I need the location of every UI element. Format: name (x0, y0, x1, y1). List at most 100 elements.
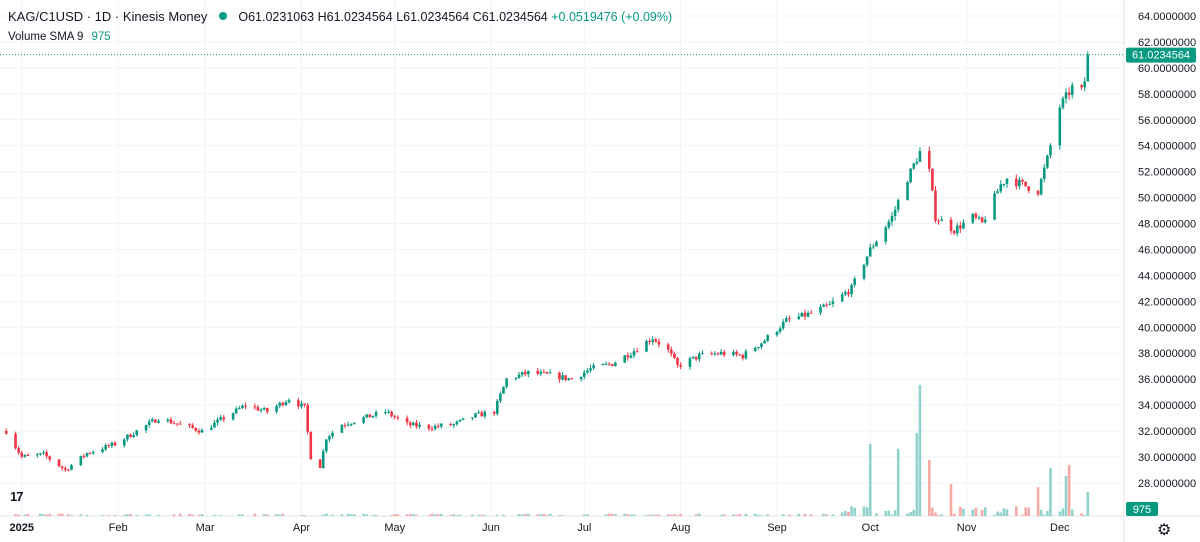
candle-body (1067, 92, 1071, 95)
candle-body (433, 425, 437, 430)
volume-bar (654, 514, 658, 516)
candle-body (219, 417, 222, 420)
candle-body (505, 378, 508, 387)
candle-body (949, 219, 953, 231)
volume-bar (178, 513, 182, 516)
volume-bar (822, 513, 825, 516)
candle-body (847, 292, 850, 295)
candle-body (365, 414, 369, 418)
volume-bar (766, 514, 769, 516)
open-value: O61.0231063 (238, 10, 315, 24)
volume-bar (85, 514, 89, 516)
volume-bar (971, 509, 975, 516)
candle-body (244, 405, 247, 407)
candle-body (427, 424, 431, 429)
candle-body (629, 355, 633, 358)
volume-bar (949, 484, 953, 516)
candle-body (349, 423, 353, 425)
candle-body (321, 451, 325, 469)
volume-bar (974, 507, 978, 516)
candle-body (912, 163, 916, 169)
candle-body (610, 364, 614, 367)
y-tick-label: 32.0000000 (1138, 426, 1196, 438)
volume-legend[interactable]: Volume SMA 9 975 (8, 31, 111, 43)
volume-bar (436, 514, 440, 516)
y-tick-label: 60.0000000 (1138, 63, 1196, 75)
volume-bar (1027, 507, 1031, 516)
volume-bar (219, 515, 222, 516)
candle-body (884, 227, 888, 242)
volume-bar (912, 509, 916, 516)
volume-bar (1036, 487, 1040, 516)
volume-bar (1021, 514, 1024, 516)
symbol-title[interactable]: KAG/C1USD · 1D · Kinesis Money (8, 9, 208, 24)
candle-body (626, 355, 630, 358)
y-tick-label: 64.0000000 (1138, 11, 1196, 23)
volume-bar (126, 513, 129, 516)
volume-bar (241, 514, 244, 516)
candle-body (328, 436, 331, 440)
volume-bar (561, 515, 564, 516)
candle-body (287, 400, 291, 403)
volume-bar (1042, 514, 1046, 516)
candle-body (150, 419, 154, 422)
volume-bar (60, 513, 64, 516)
candle-body (256, 407, 260, 411)
x-tick-label: Jul (577, 522, 591, 534)
candle-body (70, 465, 73, 470)
candle-body (697, 353, 701, 360)
volume-bar (374, 514, 378, 516)
volume-bar (934, 512, 937, 516)
candle-body (306, 405, 309, 432)
candle-body (126, 434, 129, 440)
volume-bar (558, 515, 561, 516)
volume-bar (39, 513, 42, 516)
volume-bar (331, 514, 334, 516)
candle-body (983, 219, 987, 223)
candle-body (893, 209, 897, 217)
candle-body (353, 422, 356, 424)
volume-bar (79, 514, 83, 516)
volume-bar (632, 514, 636, 516)
volume-bar (670, 514, 673, 516)
candle-body (614, 362, 617, 367)
candle-body (234, 408, 238, 414)
symbol-legend[interactable]: KAG/C1USD · 1D · Kinesis Money O61.02310… (8, 9, 672, 24)
candle-body (300, 403, 303, 407)
y-tick-label: 56.0000000 (1138, 115, 1196, 127)
x-tick-label: Aug (671, 522, 691, 534)
tradingview-logo-icon[interactable]: 17 (10, 489, 24, 504)
volume-bar (144, 514, 148, 516)
candle-body (1086, 54, 1090, 82)
candle-body (778, 328, 782, 332)
volume-bar (797, 513, 801, 516)
candle-body (548, 372, 552, 374)
candle-body (241, 405, 244, 409)
candle-body (862, 264, 866, 279)
gear-icon[interactable]: ⚙ (1157, 522, 1172, 539)
volume-bar (614, 513, 617, 516)
candle-body (716, 353, 720, 355)
candle-body (623, 355, 626, 363)
volume-bar (844, 510, 847, 516)
volume-bar (626, 514, 630, 516)
candle-body (993, 193, 996, 220)
volume-bar (300, 515, 303, 516)
candle-body (607, 363, 611, 365)
candle-body (42, 452, 45, 454)
y-tick-label: 30.0000000 (1138, 452, 1196, 464)
candle-body (231, 413, 235, 420)
volume-bar (101, 515, 104, 516)
candle-body (1064, 92, 1068, 99)
candle-body (868, 247, 872, 257)
volume-label: Volume SMA 9 (8, 31, 84, 43)
candle-body (1039, 178, 1043, 195)
candle-body (937, 220, 940, 222)
candle-body (123, 439, 126, 446)
candle-body (645, 341, 648, 352)
volume-bar (890, 514, 894, 516)
volume-bar (262, 514, 266, 516)
candle-body (253, 406, 257, 408)
candle-body (14, 433, 17, 449)
